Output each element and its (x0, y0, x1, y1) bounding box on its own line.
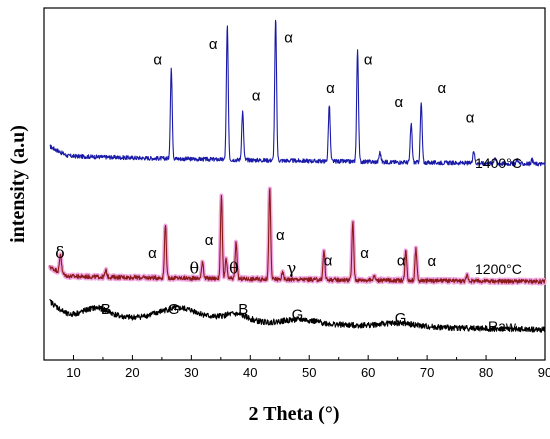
series-label: 1400°C (475, 155, 522, 171)
x-tick-label: 30 (184, 365, 198, 380)
peak-annotation: α (205, 232, 214, 249)
peak-annotation: α (326, 80, 335, 97)
x-axis-title: 2 Theta (°) (249, 403, 340, 425)
peak-annotation: α (284, 29, 293, 46)
x-axis-ticks: 10 20 30 40 50 60 70 80 90 (43, 355, 550, 380)
peak-annotation: δ (55, 243, 65, 262)
peak-annotation: α (427, 253, 436, 270)
peak-annotation: G (168, 301, 180, 318)
x-tick-label: 40 (243, 365, 257, 380)
x-tick-label: 10 (66, 365, 80, 380)
x-tick-label: 20 (125, 365, 139, 380)
peak-annotation: α (324, 252, 333, 269)
x-tick-label: 50 (302, 365, 316, 380)
series-line-1200°C (49, 187, 546, 285)
series-halo-1200°C (47, 186, 547, 286)
peak-annotation: α (394, 94, 403, 111)
peak-annotation: α (466, 109, 475, 126)
peak-annotation: B (101, 301, 111, 318)
x-tick-label: 60 (361, 365, 375, 380)
series-layer (47, 19, 547, 333)
peak-annotation: θ (229, 259, 239, 278)
peak-annotation: α (153, 51, 162, 68)
series-label: 1200°C (475, 261, 522, 277)
plot-frame (43, 7, 546, 361)
peak-annotation: G (395, 310, 407, 327)
peak-annotation: γ (287, 259, 297, 278)
peak-annotation: α (209, 36, 218, 53)
peak-annotation: α (360, 245, 369, 262)
peak-annotation: G (292, 306, 304, 323)
y-axis-title: intensity (a.u) (7, 125, 29, 243)
peak-annotation: θ (189, 259, 199, 278)
series-labels: 1400°C 1200°C Raw (475, 155, 522, 334)
peak-annotation: α (397, 252, 406, 269)
x-tick-label: 80 (479, 365, 493, 380)
peak-annotation: α (438, 80, 447, 97)
series-line-Raw (49, 298, 546, 333)
series-label: Raw (488, 318, 517, 334)
peak-annotation: α (148, 245, 157, 262)
x-tick-label: 70 (420, 365, 434, 380)
peak-annotation: α (252, 88, 261, 105)
peak-annotation: α (276, 227, 285, 244)
series-line-1400°C (49, 19, 546, 167)
peak-annotation: B (238, 301, 248, 318)
x-tick-label: 90 (538, 365, 550, 380)
peak-annotation: α (364, 51, 373, 68)
